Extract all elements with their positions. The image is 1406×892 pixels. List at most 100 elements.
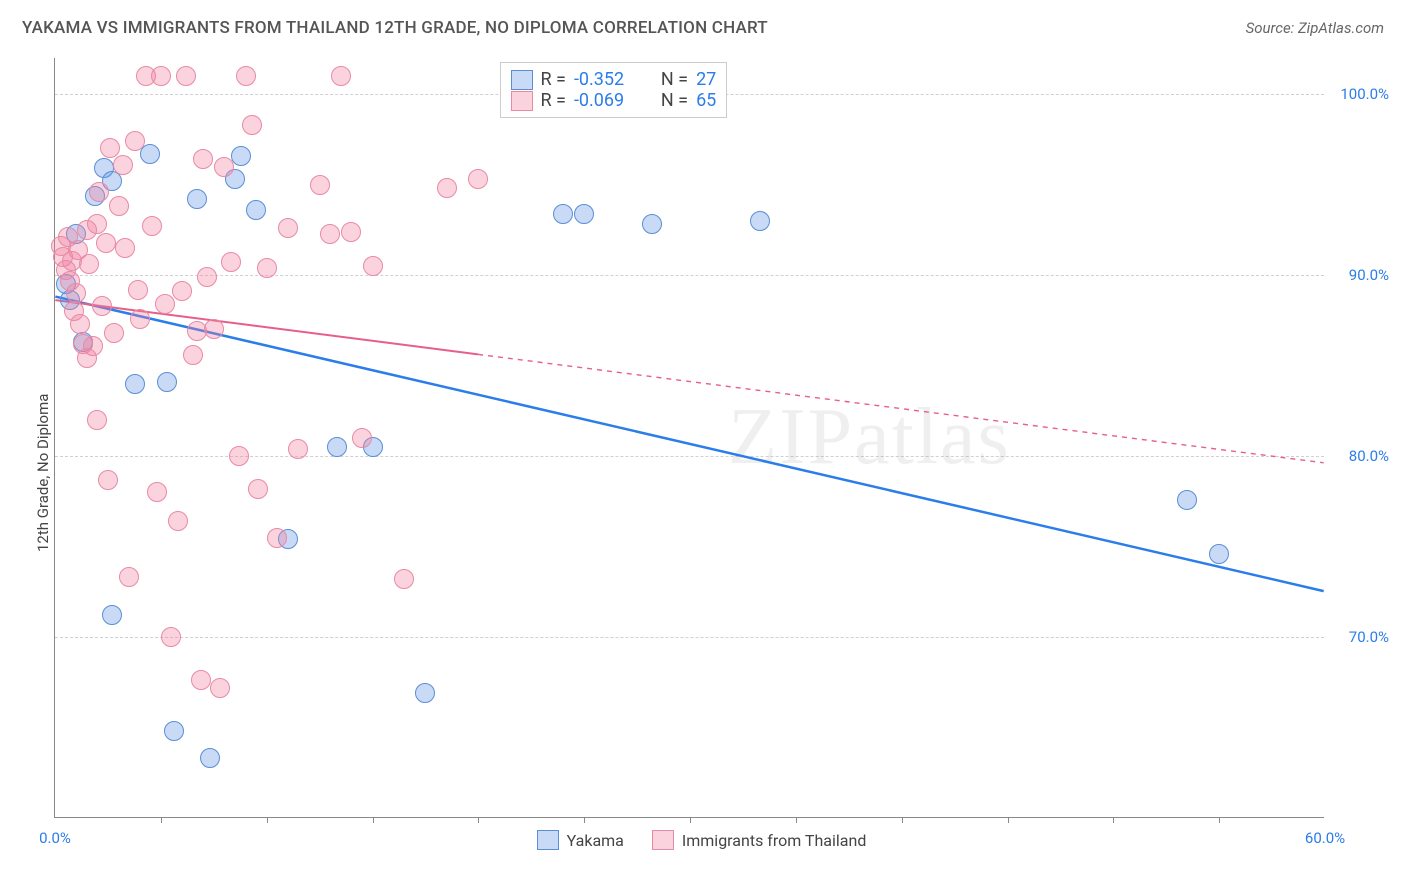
legend-item-yakama: Yakama [537, 830, 624, 850]
legend-N-label: N = [652, 90, 688, 111]
data-point-thailand [155, 294, 175, 314]
data-point-thailand [214, 157, 234, 177]
data-point-yakama [231, 146, 251, 166]
data-point-thailand [363, 256, 383, 276]
data-point-thailand [221, 252, 241, 272]
data-point-thailand [70, 314, 90, 334]
data-point-thailand [288, 439, 308, 459]
legend-R-label: R = [541, 90, 566, 111]
legend-N-label: N = [652, 69, 688, 90]
data-point-thailand [87, 214, 107, 234]
chart-title: YAKAMA VS IMMIGRANTS FROM THAILAND 12TH … [22, 18, 768, 38]
x-minor-tick [902, 817, 903, 823]
x-minor-tick [267, 817, 268, 823]
data-point-thailand [115, 238, 135, 258]
x-tick-label: 60.0% [1305, 829, 1345, 847]
trend-line-dashed-thailand [478, 354, 1324, 462]
data-point-thailand [204, 319, 224, 339]
legend-R-label: R = [541, 69, 566, 90]
legend-swatch-yakama [511, 70, 533, 90]
data-point-thailand [236, 66, 256, 86]
data-point-thailand [66, 283, 86, 303]
legend-N-value-yakama: 27 [696, 69, 716, 90]
data-point-thailand [109, 196, 129, 216]
data-point-thailand [193, 149, 213, 169]
x-minor-tick [584, 817, 585, 823]
data-point-thailand [191, 670, 211, 690]
series-legend: Yakama Immigrants from Thailand [537, 830, 867, 850]
x-minor-tick [1219, 817, 1220, 823]
data-point-thailand [100, 138, 120, 158]
data-point-yakama [200, 748, 220, 768]
y-tick-label: 70.0% [1349, 628, 1389, 646]
legend-swatch-thailand [511, 91, 533, 111]
y-axis-title: 12th Grade, No Diploma [34, 394, 52, 552]
data-point-thailand [468, 169, 488, 189]
data-point-yakama [750, 211, 770, 231]
data-point-thailand [89, 182, 109, 202]
legend-item-thailand: Immigrants from Thailand [652, 830, 866, 850]
data-point-thailand [104, 323, 124, 343]
data-point-thailand [341, 222, 361, 242]
x-minor-tick [690, 817, 691, 823]
data-point-thailand [197, 267, 217, 287]
data-point-yakama [553, 204, 573, 224]
data-point-thailand [176, 66, 196, 86]
legend-swatch-thailand [652, 830, 674, 850]
data-point-thailand [79, 254, 99, 274]
data-point-thailand [352, 428, 372, 448]
x-tick-label: 0.0% [39, 829, 71, 847]
data-point-yakama [187, 189, 207, 209]
plot-area: ZIPatlas R = -0.352 N = 27R = -0.069 N =… [54, 58, 1324, 818]
data-point-yakama [125, 374, 145, 394]
correlation-legend: R = -0.352 N = 27R = -0.069 N = 65 [500, 62, 728, 118]
data-point-thailand [142, 216, 162, 236]
data-point-thailand [113, 155, 133, 175]
data-point-thailand [267, 528, 287, 548]
data-point-thailand [320, 224, 340, 244]
data-point-thailand [168, 511, 188, 531]
x-minor-tick [373, 817, 374, 823]
trend-line-yakama [55, 297, 1323, 592]
data-point-thailand [130, 309, 150, 329]
y-tick-label: 100.0% [1340, 85, 1389, 103]
legend-label-yakama: Yakama [567, 831, 624, 850]
legend-R-value-thailand: -0.069 [574, 90, 644, 111]
data-point-yakama [164, 721, 184, 741]
data-point-thailand [161, 627, 181, 647]
data-point-thailand [394, 569, 414, 589]
data-point-yakama [642, 214, 662, 234]
x-minor-tick [161, 817, 162, 823]
source-name: ZipAtlas.com [1298, 19, 1384, 37]
data-point-thailand [125, 131, 145, 151]
x-minor-tick [796, 817, 797, 823]
data-point-thailand [98, 470, 118, 490]
data-point-thailand [77, 348, 97, 368]
legend-stat-row-yakama: R = -0.352 N = 27 [511, 69, 717, 90]
y-tick-label: 80.0% [1349, 447, 1389, 465]
data-point-thailand [331, 66, 351, 86]
data-point-thailand [151, 66, 171, 86]
data-point-thailand [96, 233, 116, 253]
data-point-yakama [574, 204, 594, 224]
legend-swatch-yakama [537, 830, 559, 850]
data-point-yakama [102, 605, 122, 625]
data-point-yakama [415, 683, 435, 703]
data-point-thailand [257, 258, 277, 278]
x-minor-tick [478, 817, 479, 823]
legend-stat-row-thailand: R = -0.069 N = 65 [511, 90, 717, 111]
data-point-yakama [246, 200, 266, 220]
data-point-thailand [248, 479, 268, 499]
data-point-yakama [1177, 490, 1197, 510]
data-point-thailand [87, 410, 107, 430]
data-point-thailand [310, 175, 330, 195]
source-attribution: Source: ZipAtlas.com [1246, 19, 1384, 37]
data-point-yakama [327, 437, 347, 457]
data-point-thailand [128, 280, 148, 300]
data-point-thailand [278, 218, 298, 238]
legend-R-value-yakama: -0.352 [574, 69, 644, 90]
legend-label-thailand: Immigrants from Thailand [682, 831, 866, 850]
x-minor-tick [1113, 817, 1114, 823]
y-tick-label: 90.0% [1349, 266, 1389, 284]
data-point-thailand [147, 482, 167, 502]
